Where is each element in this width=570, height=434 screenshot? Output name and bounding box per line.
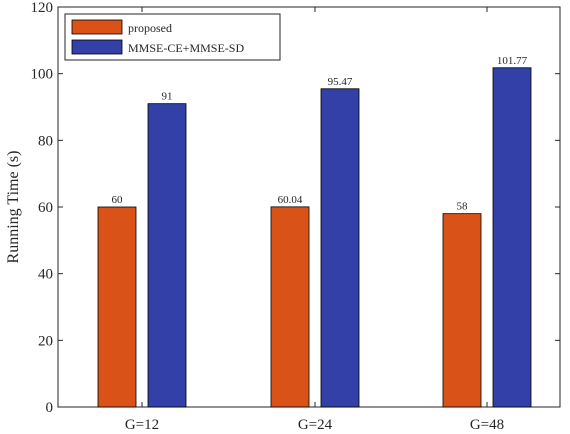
- legend-label-mmse: MMSE-CE+MMSE-SD: [128, 41, 244, 55]
- legend-swatch-mmse: [71, 39, 123, 55]
- bar-proposed-g12: [97, 206, 137, 408]
- y-tick-label: 80: [38, 133, 53, 149]
- legend-label-proposed: proposed: [128, 21, 172, 35]
- data-label-mmse-g48: 101.77: [497, 55, 528, 67]
- data-label-mmse-g12: 91: [162, 91, 173, 103]
- bar-mmse-g24: [320, 88, 360, 408]
- y-axis-label: Running Time (s): [5, 151, 22, 264]
- y-tick-label: 100: [31, 67, 54, 83]
- y-tick-label: 120: [31, 0, 54, 16]
- bar-mmse-g48: [492, 67, 532, 408]
- y-tick-label: 0: [46, 400, 54, 416]
- x-tick-label: G=12: [125, 417, 159, 433]
- bar-proposed-g48: [442, 213, 482, 408]
- data-label-proposed-g24: 60.04: [278, 194, 303, 206]
- x-tick-label: G=24: [298, 417, 333, 433]
- data-label-mmse-g24: 95.47: [328, 76, 353, 88]
- bar-proposed-g24: [270, 206, 310, 408]
- x-tick-label: G=48: [470, 417, 504, 433]
- bar-mmse-g12: [147, 103, 187, 408]
- y-tick-label: 40: [38, 267, 53, 283]
- data-label-proposed-g48: 58: [457, 201, 469, 213]
- data-label-proposed-g12: 60: [112, 194, 124, 206]
- legend: proposed MMSE-CE+MMSE-SD: [64, 13, 281, 61]
- legend-swatch-proposed: [71, 19, 123, 35]
- y-tick-label: 20: [38, 333, 53, 349]
- y-tick-label: 60: [38, 200, 53, 216]
